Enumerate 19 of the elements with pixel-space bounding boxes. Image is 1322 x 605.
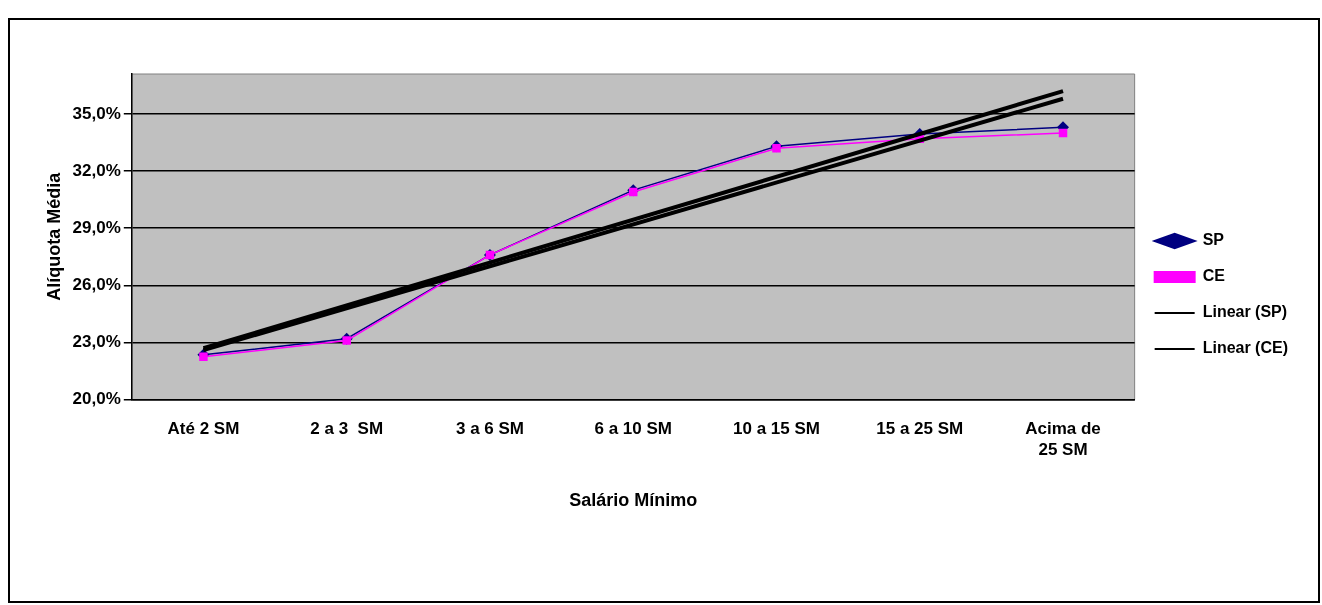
x-axis-title: Salário Mínimo bbox=[569, 490, 698, 511]
x-tick-label: 3 a 6 SM bbox=[455, 419, 524, 439]
x-tick-label: 10 a 15 SM bbox=[733, 419, 820, 439]
y-tick-label: 35,0% bbox=[72, 103, 121, 123]
y-tick-label: 23,0% bbox=[72, 332, 121, 352]
x-tick-label: 2 a 3 SM bbox=[310, 419, 384, 439]
x-tick-label: Até 2 SM bbox=[167, 419, 240, 439]
y-tick-label: 26,0% bbox=[72, 275, 121, 295]
legend-label: CE bbox=[1202, 267, 1226, 285]
x-tick-label: Acima de 25 SM bbox=[1025, 419, 1101, 459]
x-tick-label: 15 a 25 SM bbox=[876, 419, 964, 439]
x-tick-label: 6 a 10 SM bbox=[594, 419, 672, 439]
y-axis-title: Alíquota Média bbox=[43, 171, 64, 301]
legend-label: SP bbox=[1202, 231, 1225, 249]
y-tick-label: 32,0% bbox=[72, 160, 121, 180]
legend-label: Linear (SP) bbox=[1202, 303, 1288, 321]
y-tick-label: 20,0% bbox=[72, 389, 121, 409]
legend-label: Linear (CE) bbox=[1202, 339, 1288, 357]
y-tick-label: 29,0% bbox=[72, 217, 121, 237]
